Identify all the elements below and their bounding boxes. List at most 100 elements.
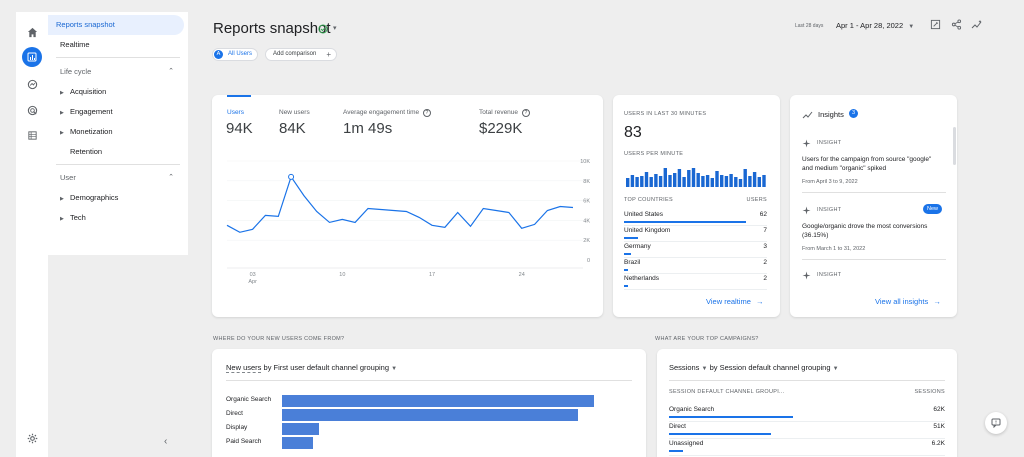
channel-bar[interactable] [282, 437, 314, 449]
insight-kind: INSIGHT [817, 272, 842, 278]
insight-kind: INSIGHT [817, 140, 842, 146]
reports-sidebar: Reports snapshot Realtime Life cycle ⌃ ▶… [48, 12, 188, 255]
campaign-sessions: 62K [933, 406, 945, 413]
metric-tab-users[interactable]: Users [227, 109, 244, 116]
caret-right-icon: ▶ [60, 130, 64, 136]
campaign-bar [669, 416, 794, 418]
users-header: USERS [746, 197, 767, 203]
channel-bar[interactable] [282, 395, 594, 407]
metric-tab-new-users[interactable]: New users [279, 109, 310, 116]
insights-scrollbar[interactable] [953, 127, 956, 165]
new-users-dimension-picker[interactable]: New users by First user default channel … [226, 363, 397, 373]
minute-bar [748, 176, 752, 187]
campaign-row[interactable]: Unassigned 6.2K [669, 440, 945, 455]
y-tick-label: 0 [587, 258, 590, 264]
date-range-picker[interactable]: Apr 1 - Apr 28, 2022 ▼ [836, 21, 914, 30]
share-icon[interactable] [951, 19, 962, 30]
channel-bar[interactable] [282, 423, 320, 435]
dimension-name[interactable]: by Session default channel grouping [709, 363, 831, 372]
segment-badge: A [214, 50, 223, 59]
help-icon[interactable]: ? [521, 109, 530, 117]
verified-icon [318, 24, 328, 34]
dimension-name[interactable]: by First user default channel grouping [263, 363, 390, 372]
insight-date: From April 3 to 9, 2022 [802, 179, 858, 185]
insight-text[interactable]: Google/organic drove the most conversion… [802, 223, 928, 239]
campaign-sessions: 6.2K [931, 440, 945, 447]
country-row[interactable]: Netherlands 2 [624, 275, 767, 289]
add-comparison-button[interactable]: Add comparison + [265, 48, 337, 61]
campaigns-dimension-picker[interactable]: Sessions ▼ by Session default channel gr… [669, 363, 839, 372]
all-users-chip[interactable]: A All Users [212, 48, 258, 61]
sidebar-section-user[interactable]: User ⌃ [52, 168, 184, 188]
home-icon[interactable] [22, 22, 42, 42]
sidebar-item-engagement[interactable]: ▶ Engagement [52, 102, 184, 122]
customize-report-icon[interactable] [930, 19, 941, 30]
metric-name[interactable]: New users [226, 363, 262, 373]
sidebar-item-monetization[interactable]: ▶ Monetization [52, 122, 184, 142]
minute-bar [701, 176, 705, 187]
realtime-card: USERS IN LAST 30 MINUTES 83 USERS PER MI… [613, 95, 780, 317]
settings-icon[interactable] [22, 428, 42, 448]
channel-bar[interactable] [282, 409, 579, 421]
insights-sparkle-icon[interactable] [971, 19, 983, 30]
x-tick-sublabel: Apr [248, 279, 257, 285]
metric-tab-total-revenue[interactable]: Total revenue ? [479, 109, 530, 117]
configure-icon[interactable] [22, 125, 42, 145]
explore-icon[interactable] [22, 74, 42, 94]
advertising-icon[interactable] [22, 100, 42, 120]
sidebar-item-demographics[interactable]: ▶ Demographics [52, 188, 184, 208]
view-all-insights-link[interactable]: View all insights → [875, 297, 941, 306]
feedback-icon [991, 418, 1001, 428]
country-bar [624, 221, 746, 223]
country-row[interactable]: Germany 3 [624, 243, 767, 257]
nav-rail [16, 12, 48, 457]
realtime-title: USERS IN LAST 30 MINUTES [624, 111, 707, 117]
minute-bar [710, 178, 714, 187]
chevron-down-icon: ▼ [832, 366, 839, 372]
sidebar-item-retention[interactable]: Retention [70, 147, 103, 156]
reports-icon[interactable] [22, 47, 42, 67]
country-users: 2 [763, 275, 767, 282]
sidebar-item-realtime[interactable]: Realtime [60, 40, 90, 49]
sidebar-item-reports-snapshot[interactable]: Reports snapshot [48, 15, 184, 35]
metric-tab-engagement-time[interactable]: Average engagement time ? [343, 109, 431, 117]
campaigns-card: Sessions ▼ by Session default channel gr… [657, 349, 957, 457]
caret-right-icon: ▶ [60, 196, 64, 202]
metric-name[interactable]: Sessions [669, 363, 700, 372]
chevron-down-icon: ▼ [701, 366, 708, 372]
minute-bar [687, 170, 691, 187]
collapse-sidebar-icon[interactable]: ‹ [164, 436, 168, 447]
sidebar-section-life-cycle[interactable]: Life cycle ⌃ [52, 62, 184, 82]
minute-bar [715, 171, 719, 187]
campaign-bar [669, 450, 683, 452]
feedback-button[interactable] [985, 412, 1007, 434]
minute-bar [752, 172, 757, 187]
row-divider [669, 438, 945, 439]
plus-icon: + [326, 50, 331, 59]
campaign-row[interactable]: Direct 51K [669, 423, 945, 438]
campaigns-col-header: SESSION DEFAULT CHANNEL GROUPI... [669, 389, 785, 395]
campaign-channel: Direct [669, 423, 686, 430]
title-dropdown-icon[interactable]: ▾ [333, 25, 337, 32]
insight-sparkle-icon [802, 271, 811, 280]
insight-text[interactable]: Users for the campaign from source "goog… [802, 156, 932, 172]
sidebar-item-tech[interactable]: ▶ Tech [52, 208, 184, 228]
channel-label: Organic Search [226, 396, 272, 403]
campaign-row[interactable]: Organic Search 62K [669, 406, 945, 421]
insights-title: Insights [818, 110, 844, 119]
minute-bar [630, 175, 635, 187]
minute-bar [626, 178, 630, 187]
country-row[interactable]: Brazil 2 [624, 259, 767, 273]
help-icon[interactable]: ? [422, 109, 431, 117]
country-users: 3 [763, 243, 767, 250]
country-row[interactable]: United Kingdom 7 [624, 227, 767, 241]
peak-point [288, 173, 295, 180]
minute-bar [738, 179, 743, 187]
row-divider [624, 241, 767, 242]
overview-card: Users 94K New users 84K Average engageme… [212, 95, 603, 317]
sidebar-item-acquisition[interactable]: ▶ Acquisition [52, 82, 184, 102]
country-row[interactable]: United States 62 [624, 211, 767, 225]
view-realtime-link[interactable]: View realtime → [706, 297, 763, 306]
country-name: Germany [624, 243, 651, 250]
